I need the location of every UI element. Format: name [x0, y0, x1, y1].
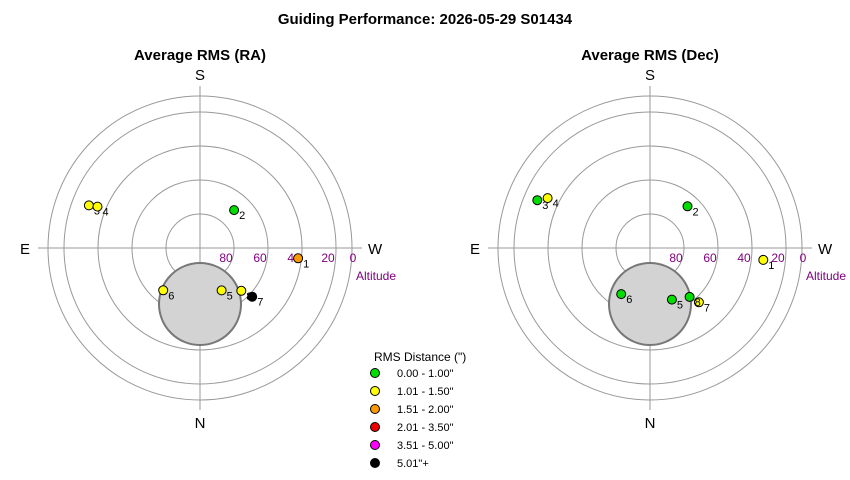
rms-point-3: [532, 195, 543, 206]
legend-swatch: [370, 440, 380, 450]
legend-item-label: 2.01 - 3.50": [397, 422, 454, 434]
legend: RMS Distance (") 0.00 - 1.00" 1.01 - 1.50…: [370, 350, 466, 470]
rms-point-4: [542, 193, 553, 204]
rms-point-label: 5: [227, 290, 233, 302]
legend-swatch: [370, 404, 380, 414]
altitude-tick-label: 80: [669, 251, 683, 265]
rms-point-label: 4: [553, 198, 559, 210]
rms-point-label: 6: [626, 294, 632, 306]
polar-plot-dec: Average RMS (Dec) S N E W 80 60 40 20 0 Altitude 1 2…: [470, 47, 846, 432]
rms-point-3: [83, 200, 94, 211]
rms-point-label: 4: [103, 207, 109, 219]
cardinal-north: N: [195, 415, 206, 432]
altitude-tick-label: 0: [350, 251, 357, 265]
legend-title: RMS Distance ("): [374, 350, 466, 364]
legend-swatch: [370, 422, 380, 432]
rms-point-label: 5: [677, 300, 683, 312]
cardinal-north: N: [645, 415, 656, 432]
rms-point-label: 3: [542, 200, 548, 212]
rms-point-6: [616, 289, 627, 300]
rms-point-2: [229, 205, 240, 216]
rms-point-label: 7: [257, 297, 263, 309]
rms-point-label: 7: [704, 302, 710, 314]
rms-point-2: [682, 201, 693, 212]
rms-point-7: [247, 291, 258, 302]
cardinal-west: W: [368, 241, 383, 258]
rms-point-label: 2: [693, 206, 699, 218]
rms-point-label: 1: [768, 260, 774, 272]
altitude-tick-label: 80: [219, 251, 233, 265]
altitude-tick-label: 20: [771, 251, 785, 265]
polar-plot-ra: Average RMS (RA)SNEW806040200Altitude123…: [20, 47, 396, 432]
rms-point-8: [236, 285, 247, 296]
rms-point-label: 8: [695, 297, 701, 309]
altitude-tick-label: 60: [703, 251, 717, 265]
altitude-tick-label: 20: [321, 251, 335, 265]
legend-item-label: 1.01 - 1.50": [397, 386, 454, 398]
polar-plots: Average RMS (RA)SNEW806040200Altitude123…: [20, 47, 846, 432]
legend-item-label: 3.51 - 5.00": [397, 440, 454, 452]
rms-point-label: 2: [239, 210, 245, 222]
rms-point-4: [92, 201, 103, 212]
rms-point-5: [666, 294, 677, 305]
obstruction-disk: [158, 262, 242, 346]
cardinal-east: E: [20, 241, 30, 258]
rms-point-1: [758, 254, 769, 265]
rms-point-label: 6: [168, 290, 174, 302]
cardinal-west: W: [818, 241, 833, 258]
rms-point-label: 1: [303, 258, 309, 270]
rms-point-label: 8: [246, 291, 252, 303]
legend-swatch: [370, 386, 380, 396]
altitude-tick-label: 40: [737, 251, 751, 265]
altitude-tick-label: 60: [253, 251, 267, 265]
rms-point-1: [293, 253, 304, 264]
cardinal-south: S: [645, 67, 655, 84]
cardinal-south: S: [195, 67, 205, 84]
plot-title: Average RMS (Dec): [581, 47, 719, 64]
legend-item-label: 5.01"+: [397, 458, 429, 470]
obstruction-disk: [608, 262, 692, 346]
rms-point-7: [693, 297, 704, 308]
figure-title: Guiding Performance: 2026-05-29 S01434: [278, 11, 573, 28]
plot-title: Average RMS (RA): [134, 47, 266, 64]
legend-swatch: [370, 458, 380, 468]
altitude-axis-label: Altitude: [356, 269, 396, 283]
legend-item-label: 0.00 - 1.00": [397, 368, 454, 380]
rms-point-6: [158, 285, 169, 296]
legend-items: 0.00 - 1.00" 1.01 - 1.50" 1.51 - 2.00" 2.01…: [370, 368, 454, 470]
legend-swatch: [370, 368, 380, 378]
rms-point-8: [684, 291, 695, 302]
cardinal-east: E: [470, 241, 480, 258]
altitude-tick-label: 0: [800, 251, 807, 265]
rms-point-5: [216, 285, 227, 296]
altitude-axis-label: Altitude: [806, 269, 846, 283]
legend-item-label: 1.51 - 2.00": [397, 404, 454, 416]
